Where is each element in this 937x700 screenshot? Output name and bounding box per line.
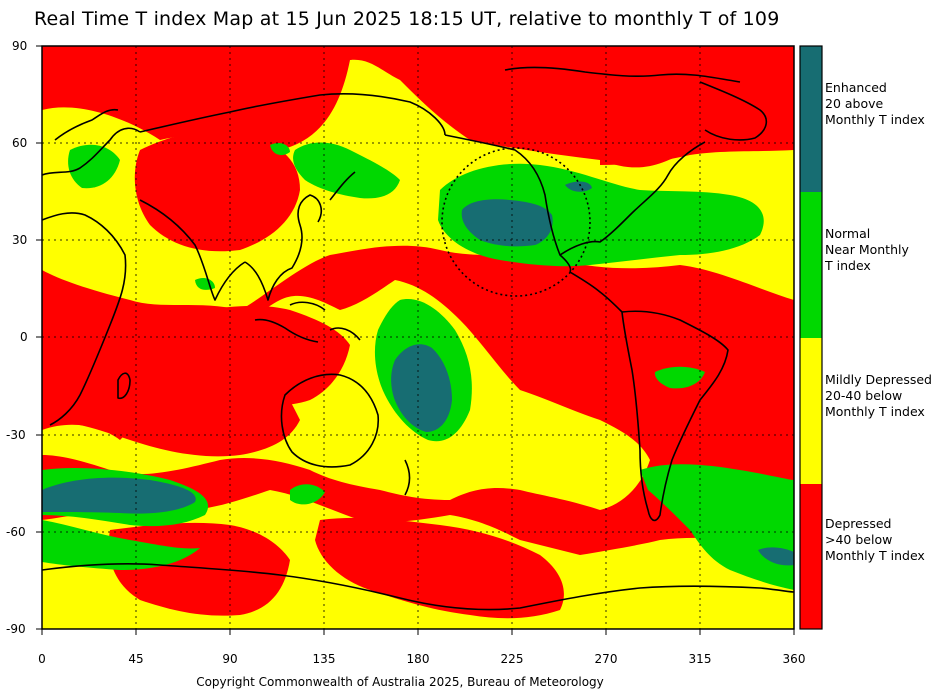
x-tick-label: 270 xyxy=(595,652,618,666)
y-tick-label: 60 xyxy=(12,136,27,150)
x-tick-label: 315 xyxy=(689,652,712,666)
legend-line: Monthly T index xyxy=(825,404,925,419)
legend-enhanced: Enhanced 20 above Monthly T index xyxy=(825,80,937,128)
legend-mild: Mildly Depressed 20-40 below Monthly T i… xyxy=(825,372,937,420)
y-tick-label: 0 xyxy=(20,330,28,344)
y-tick-label: -30 xyxy=(6,428,26,442)
y-tick-label: 30 xyxy=(12,233,27,247)
x-tick-label: 135 xyxy=(313,652,336,666)
enhanced-regions xyxy=(42,181,794,566)
map-area xyxy=(42,46,794,629)
x-axis: 0 45 90 135 180 225 270 315 360 xyxy=(38,629,805,666)
legend-line: 20-40 below xyxy=(825,388,903,403)
legend-line: T index xyxy=(825,258,871,273)
legend-swatch-mild xyxy=(800,338,822,484)
legend-line: 20 above xyxy=(825,96,884,111)
y-tick-label: -60 xyxy=(6,525,26,539)
coastlines xyxy=(42,66,794,611)
x-tick-label: 360 xyxy=(783,652,806,666)
depressed-regions xyxy=(42,46,794,619)
legend-line: Monthly T index xyxy=(825,548,925,563)
legend-line: Depressed xyxy=(825,516,892,531)
x-tick-label: 90 xyxy=(222,652,237,666)
x-tick-label: 45 xyxy=(128,652,143,666)
x-tick-label: 225 xyxy=(501,652,524,666)
legend-normal: Normal Near Monthly T index xyxy=(825,226,937,274)
x-tick-label: 0 xyxy=(38,652,46,666)
legend-swatch-depressed xyxy=(800,484,822,629)
legend-swatch-enhanced xyxy=(800,46,822,192)
copyright-notice: Copyright Commonwealth of Australia 2025… xyxy=(196,675,604,689)
legend-colorbar xyxy=(799,45,823,630)
legend-depressed: Depressed >40 below Monthly T index xyxy=(825,516,937,564)
legend-line: Normal xyxy=(825,226,871,241)
x-tick-label: 180 xyxy=(407,652,430,666)
legend-line: Monthly T index xyxy=(825,112,925,127)
y-tick-label: -90 xyxy=(6,622,26,636)
legend-line: Mildly Depressed xyxy=(825,372,932,387)
map-title: Real Time T index Map at 15 Jun 2025 18:… xyxy=(34,8,780,30)
legend-line: >40 below xyxy=(825,532,893,547)
y-tick-label: 90 xyxy=(12,39,27,53)
grid-lines xyxy=(42,46,794,629)
legend-line: Near Monthly xyxy=(825,242,909,257)
legend-line: Enhanced xyxy=(825,80,887,95)
highlight-circle xyxy=(441,147,591,297)
legend-swatch-normal xyxy=(800,192,822,338)
y-axis: 90 60 30 0 -30 -60 -90 xyxy=(6,39,42,636)
